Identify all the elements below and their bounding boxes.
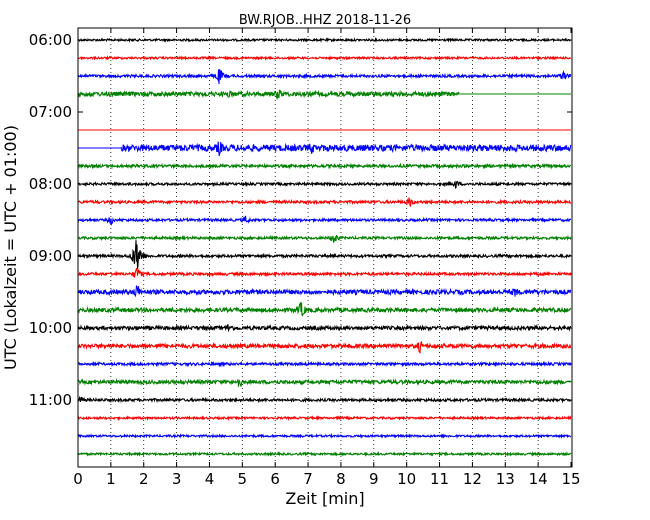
trace-0830 [77, 215, 572, 227]
trace-signal [77, 162, 571, 170]
trace-signal [77, 395, 572, 404]
trace-0945 [77, 302, 572, 317]
x-tick-label: 15 [561, 470, 580, 488]
trace-signal [77, 414, 572, 422]
x-tick-label: 14 [529, 470, 548, 488]
x-tick-label: 0 [73, 470, 83, 488]
trace-signal [77, 450, 572, 457]
trace-0930 [77, 285, 572, 298]
trace-signal [120, 141, 572, 157]
trace-0845 [77, 234, 572, 244]
trace-0800 [77, 180, 572, 189]
y-tick-label: 08:00 [29, 175, 72, 193]
trace-signal [77, 302, 572, 317]
trace-1100 [77, 395, 572, 404]
x-tick-label: 4 [205, 470, 215, 488]
x-axis-label: Zeit [min] [285, 489, 364, 508]
trace-1000 [77, 324, 572, 333]
trace-signal [77, 340, 572, 354]
x-axis: 0 1 2 3 4 5 6 7 8 9 10 11 12 13 14 15 [73, 28, 581, 488]
y-tick-label: 10:00 [29, 319, 72, 337]
chart-title: BW.RJOB..HHZ 2018-11-26 [239, 13, 411, 28]
seismic-traces [77, 36, 572, 457]
x-tick-label: 1 [106, 470, 116, 488]
trace-1015 [77, 340, 572, 354]
trace-1030 [77, 360, 572, 368]
trace-signal [77, 55, 572, 61]
y-tick-label: 09:00 [29, 247, 72, 265]
x-tick-label: 3 [172, 470, 182, 488]
x-tick-label: 11 [430, 470, 449, 488]
trace-signal [77, 215, 572, 227]
trace-0900 [77, 240, 572, 270]
x-tick-label: 5 [238, 470, 248, 488]
x-tick-label: 12 [463, 470, 482, 488]
plot-frame [77, 27, 573, 468]
x-tick-label: 13 [496, 470, 515, 488]
y-tick-label: 11:00 [29, 391, 72, 409]
trace-signal [77, 267, 572, 278]
trace-1130 [77, 432, 572, 440]
trace-signal [77, 285, 572, 298]
trace-signal [77, 324, 572, 333]
x-tick-label: 7 [303, 470, 313, 488]
trace-signal [77, 36, 572, 43]
trace-0745 [77, 162, 571, 170]
trace-0815 [77, 197, 572, 207]
trace-1115 [77, 414, 572, 422]
trace-0645 [77, 89, 571, 101]
trace-1045 [77, 378, 572, 388]
y-axis-label: UTC (Lokalzeit = UTC + 01:00) [1, 125, 20, 370]
trace-1145 [77, 450, 572, 457]
trace-signal [77, 180, 572, 189]
trace-signal [77, 69, 572, 85]
y-axis: 06:00 07:00 08:00 09:00 10:00 11:00 [29, 31, 572, 409]
y-tick-label: 07:00 [29, 103, 72, 121]
x-tick-label: 6 [270, 470, 280, 488]
x-tick-label: 2 [139, 470, 149, 488]
trace-0915 [77, 267, 572, 278]
x-tick-label: 10 [397, 470, 416, 488]
trace-0615 [77, 55, 572, 61]
x-tick-label: 8 [336, 470, 346, 488]
trace-signal [77, 89, 460, 101]
trace-signal [77, 360, 572, 368]
x-tick-label: 9 [369, 470, 379, 488]
trace-signal [77, 240, 572, 270]
trace-0630 [77, 69, 572, 85]
trace-signal [77, 234, 572, 244]
trace-0600 [77, 36, 572, 43]
trace-0730 [78, 141, 572, 157]
trace-signal [77, 197, 572, 207]
trace-signal [77, 432, 572, 440]
y-tick-label: 06:00 [29, 31, 72, 49]
trace-signal [77, 378, 572, 388]
